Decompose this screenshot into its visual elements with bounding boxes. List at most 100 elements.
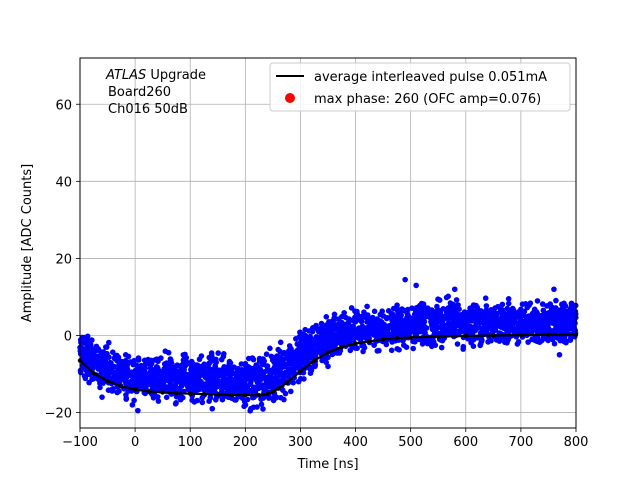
scatter-point xyxy=(251,365,257,372)
scatter-point xyxy=(414,304,421,311)
scatter-point xyxy=(102,354,109,361)
scatter-point xyxy=(85,338,92,344)
scatter-point xyxy=(403,344,410,351)
scatter-point xyxy=(480,312,487,319)
y-tick-label: 0 xyxy=(64,330,72,345)
scatter-point xyxy=(124,369,130,375)
scatter-point xyxy=(231,397,238,403)
average-pulse-point xyxy=(146,389,152,394)
scatter-point xyxy=(275,379,282,385)
average-pulse-point xyxy=(380,337,386,342)
average-pulse-point xyxy=(518,332,524,338)
scatter-point xyxy=(268,353,275,360)
average-pulse-point xyxy=(298,369,303,374)
x-tick-label: 100 xyxy=(178,435,203,450)
scatter-point xyxy=(384,315,390,321)
scatter-point xyxy=(115,354,122,361)
grid xyxy=(79,58,577,428)
scatter-point xyxy=(79,345,85,352)
average-pulse-point xyxy=(201,391,207,397)
scatter-point xyxy=(486,319,492,326)
scatter-point xyxy=(158,379,164,386)
scatter-point xyxy=(77,369,84,376)
scatter-point xyxy=(364,312,371,318)
scatter-point xyxy=(508,313,514,320)
scatter-point xyxy=(209,405,216,412)
scatter-point xyxy=(445,293,452,300)
scatter-point xyxy=(262,375,268,381)
legend: average interleaved pulse 0.051mA max ph… xyxy=(269,62,571,112)
scatter-point xyxy=(568,300,575,307)
x-tick-label: 0 xyxy=(131,435,139,450)
scatter-point xyxy=(558,327,565,333)
scatter-point xyxy=(135,379,141,386)
y-axis-label: Amplitude [ADC Counts] xyxy=(20,164,35,322)
scatter-point xyxy=(423,325,430,331)
scatter-point xyxy=(473,326,480,332)
scatter-point xyxy=(325,342,332,349)
scatter-point xyxy=(275,346,282,353)
scatter-point xyxy=(429,326,436,333)
scatter-point xyxy=(318,335,325,342)
scatter-point xyxy=(313,334,320,340)
annotation-line-1: ATLAS Upgrade xyxy=(105,68,206,83)
scatter-point xyxy=(470,343,477,350)
scatter-point xyxy=(141,373,148,380)
scatter-point xyxy=(375,330,382,337)
scatter-point xyxy=(296,334,303,340)
scatter-point xyxy=(189,371,195,378)
y-tick-label: 60 xyxy=(55,98,72,113)
scatter-point xyxy=(295,378,302,385)
average-pulse-point xyxy=(339,344,344,350)
scatter-point xyxy=(515,321,522,327)
scatter-point xyxy=(242,360,249,367)
scatter-point xyxy=(458,317,465,323)
scatter-point xyxy=(523,314,530,320)
scatter-point xyxy=(400,323,407,329)
annotation-upgrade: Upgrade xyxy=(146,68,206,83)
x-tick-label: 500 xyxy=(398,435,423,450)
scatter-point xyxy=(470,337,477,343)
scatter-point xyxy=(512,316,518,322)
scatter-point xyxy=(286,348,292,354)
x-tick-label: 600 xyxy=(453,435,478,450)
scatter-point xyxy=(407,329,413,336)
scatter-point xyxy=(349,328,355,334)
scatter-point xyxy=(483,303,490,309)
scatter-point xyxy=(539,301,546,307)
scatter-point xyxy=(174,369,180,376)
scatter-point xyxy=(331,315,338,321)
scatter-point xyxy=(280,387,286,394)
scatter-point xyxy=(371,308,378,315)
scatter-point xyxy=(435,316,442,322)
scatter-point xyxy=(310,346,316,353)
scatter-point xyxy=(388,310,395,317)
scatter-point xyxy=(525,320,531,327)
scatter-point xyxy=(286,343,293,349)
scatter-point xyxy=(415,314,421,321)
average-pulse-point xyxy=(353,341,358,346)
scatter-point xyxy=(492,310,498,316)
scatter-point xyxy=(129,402,136,408)
average-pulse-point xyxy=(243,393,248,398)
scatter-point xyxy=(232,385,239,391)
average-pulse-point xyxy=(491,333,496,338)
scatter-point xyxy=(325,363,331,370)
scatter-point xyxy=(434,307,441,314)
scatter-point xyxy=(562,320,569,326)
x-tick-label: 400 xyxy=(343,435,368,450)
scatter-series xyxy=(77,276,579,414)
scatter-point xyxy=(281,362,288,369)
scatter-point xyxy=(251,374,257,380)
scatter-point xyxy=(332,341,339,348)
scatter-point xyxy=(278,394,284,401)
scatter-point xyxy=(220,353,227,360)
scatter-point xyxy=(125,353,132,360)
scatter-point xyxy=(127,359,134,365)
scatter-point xyxy=(198,372,204,379)
scatter-point xyxy=(151,379,158,386)
scatter-point xyxy=(488,325,495,332)
scatter-point xyxy=(351,335,358,342)
scatter-point xyxy=(499,301,506,308)
scatter-point xyxy=(106,339,112,346)
